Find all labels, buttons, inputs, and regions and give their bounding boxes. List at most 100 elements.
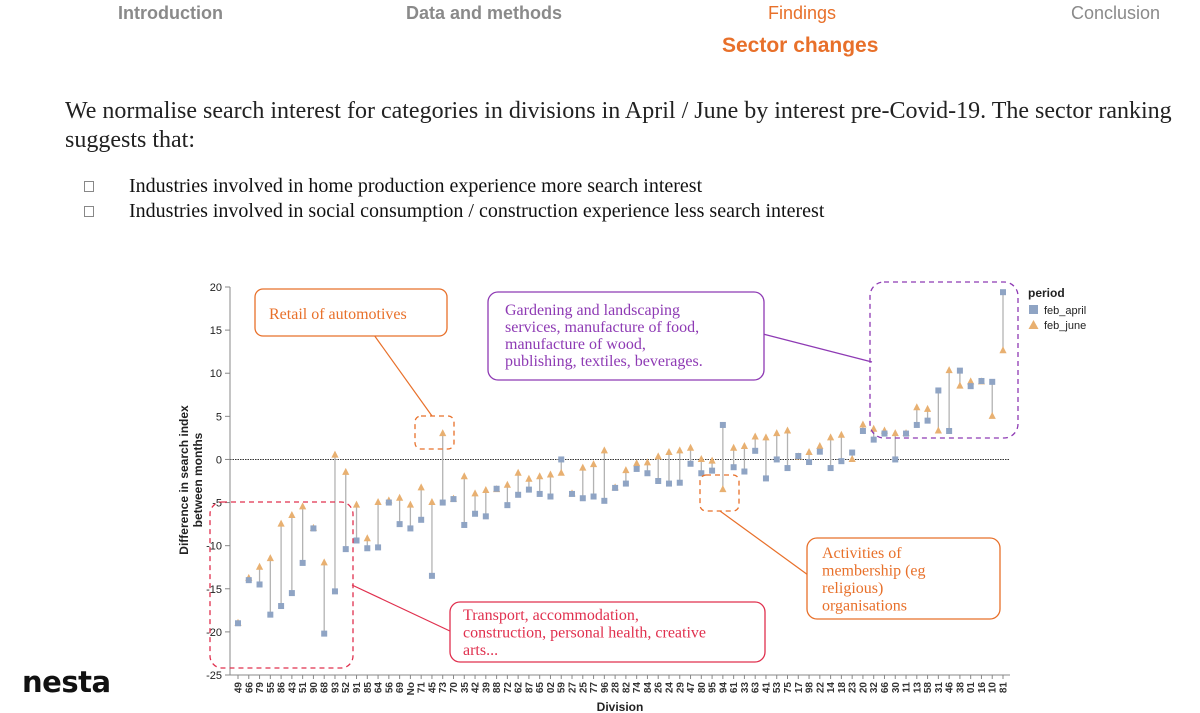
- april-point: [859, 427, 866, 434]
- april-point: [913, 421, 920, 428]
- april-point: [601, 497, 608, 504]
- april-point: [881, 430, 888, 437]
- april-point: [569, 490, 576, 497]
- x-tick-label: 63: [751, 682, 762, 694]
- june-point: [600, 446, 608, 454]
- x-tick-label: 46: [945, 682, 956, 694]
- annotation-gardening: Gardening and landscaping services, manu…: [487, 291, 765, 381]
- april-point: [310, 525, 317, 532]
- april-point: [719, 421, 726, 428]
- x-tick-label: 22: [815, 682, 826, 694]
- x-tick-label: 91: [352, 682, 363, 694]
- x-tick-label: 52: [341, 682, 352, 694]
- x-tick-label: 85: [363, 682, 374, 694]
- june-point: [417, 483, 425, 491]
- april-point: [752, 447, 759, 454]
- svg-text:Transport, accommodation,: Transport, accommodation, construction, …: [463, 607, 710, 659]
- april-point: [784, 465, 791, 472]
- y-axis-label-line: Difference in search index: [177, 405, 191, 555]
- x-tick-label: 73: [438, 682, 449, 694]
- x-tick-label: 82: [621, 682, 632, 694]
- x-tick-label: 53: [772, 682, 783, 694]
- april-point: [676, 479, 683, 486]
- june-point: [428, 498, 436, 506]
- april-point: [364, 545, 371, 552]
- bullet-list: Industries involved in home production e…: [84, 174, 824, 224]
- x-tick-label: 55: [266, 682, 277, 694]
- annotation-membership: Activities of membership (eg religious) …: [806, 537, 1001, 620]
- april-point: [321, 630, 328, 637]
- april-point: [806, 459, 813, 466]
- june-point: [331, 450, 339, 458]
- june-point: [255, 562, 264, 570]
- april-point: [978, 377, 985, 384]
- connector-retail: [373, 334, 433, 417]
- nav-data-and-methods[interactable]: Data and methods: [406, 3, 563, 23]
- x-tick-label: 68: [320, 682, 331, 694]
- april-point: [536, 490, 543, 497]
- june-point: [837, 430, 845, 438]
- highlight-box-retail: [414, 415, 455, 450]
- april-point: [299, 559, 306, 566]
- april-point: [407, 525, 414, 532]
- x-tick-label: 65: [535, 682, 546, 694]
- april-point: [946, 427, 953, 434]
- april-point: [838, 458, 845, 465]
- april-point: [773, 456, 780, 463]
- list-item: Industries involved in home production e…: [84, 174, 824, 199]
- april-point: [385, 499, 392, 506]
- x-tick-label: 66: [880, 682, 891, 694]
- x-tick-label: 75: [783, 682, 794, 694]
- x-tick-label: 33: [740, 682, 751, 694]
- june-point: [913, 403, 921, 411]
- y-tick-label: -10: [206, 541, 222, 553]
- svg-text:Gardening and landscaping: Gardening and landscaping services, manu…: [505, 302, 703, 370]
- june-point: [342, 467, 350, 475]
- april-point: [525, 486, 532, 493]
- x-tick-label: 59: [557, 682, 568, 694]
- april-point: [827, 465, 834, 472]
- april-point: [472, 510, 479, 517]
- y-tick-label: 10: [210, 368, 222, 380]
- june-point: [482, 485, 490, 493]
- april-point: [450, 496, 457, 503]
- legend-square-marker: [1029, 305, 1038, 314]
- x-tick-label: 35: [460, 682, 471, 694]
- x-tick-label: 95: [708, 682, 719, 694]
- x-tick-label: 49: [234, 682, 245, 694]
- intro-text: We normalise search interest for categor…: [65, 98, 1172, 153]
- june-point: [999, 346, 1007, 354]
- june-point: [406, 500, 414, 508]
- nav-conclusion[interactable]: Conclusion: [1071, 3, 1161, 23]
- june-point: [805, 448, 813, 456]
- x-tick-label: 61: [729, 682, 740, 694]
- june-point: [956, 381, 964, 389]
- april-point: [579, 495, 586, 502]
- june-point: [751, 432, 759, 440]
- x-tick-label: 24: [664, 682, 675, 694]
- june-point: [654, 452, 662, 460]
- x-tick-label: 42: [471, 682, 482, 694]
- june-point: [320, 558, 328, 566]
- april-point: [558, 456, 565, 463]
- nav-findings[interactable]: Findings: [768, 3, 837, 23]
- x-tick-label: 74: [632, 682, 643, 694]
- y-tick-label: -25: [206, 670, 222, 682]
- bullet-text: Industries involved in social consumptio…: [129, 200, 825, 222]
- annotation-line: arts...: [463, 642, 498, 659]
- june-point: [363, 534, 371, 542]
- highlight-box-membership: [699, 474, 740, 512]
- x-tick-label: 77: [589, 682, 600, 694]
- april-point: [644, 470, 651, 477]
- june-point: [697, 454, 705, 462]
- x-tick-label: 01: [966, 682, 977, 694]
- april-point: [795, 452, 802, 459]
- nav-introduction[interactable]: Introduction: [118, 3, 223, 23]
- april-point: [709, 467, 716, 474]
- checkbox-icon: [84, 181, 94, 192]
- june-point: [783, 426, 792, 434]
- legend-entry: feb_june: [1044, 320, 1086, 332]
- june-point: [859, 420, 867, 428]
- april-point: [989, 378, 996, 385]
